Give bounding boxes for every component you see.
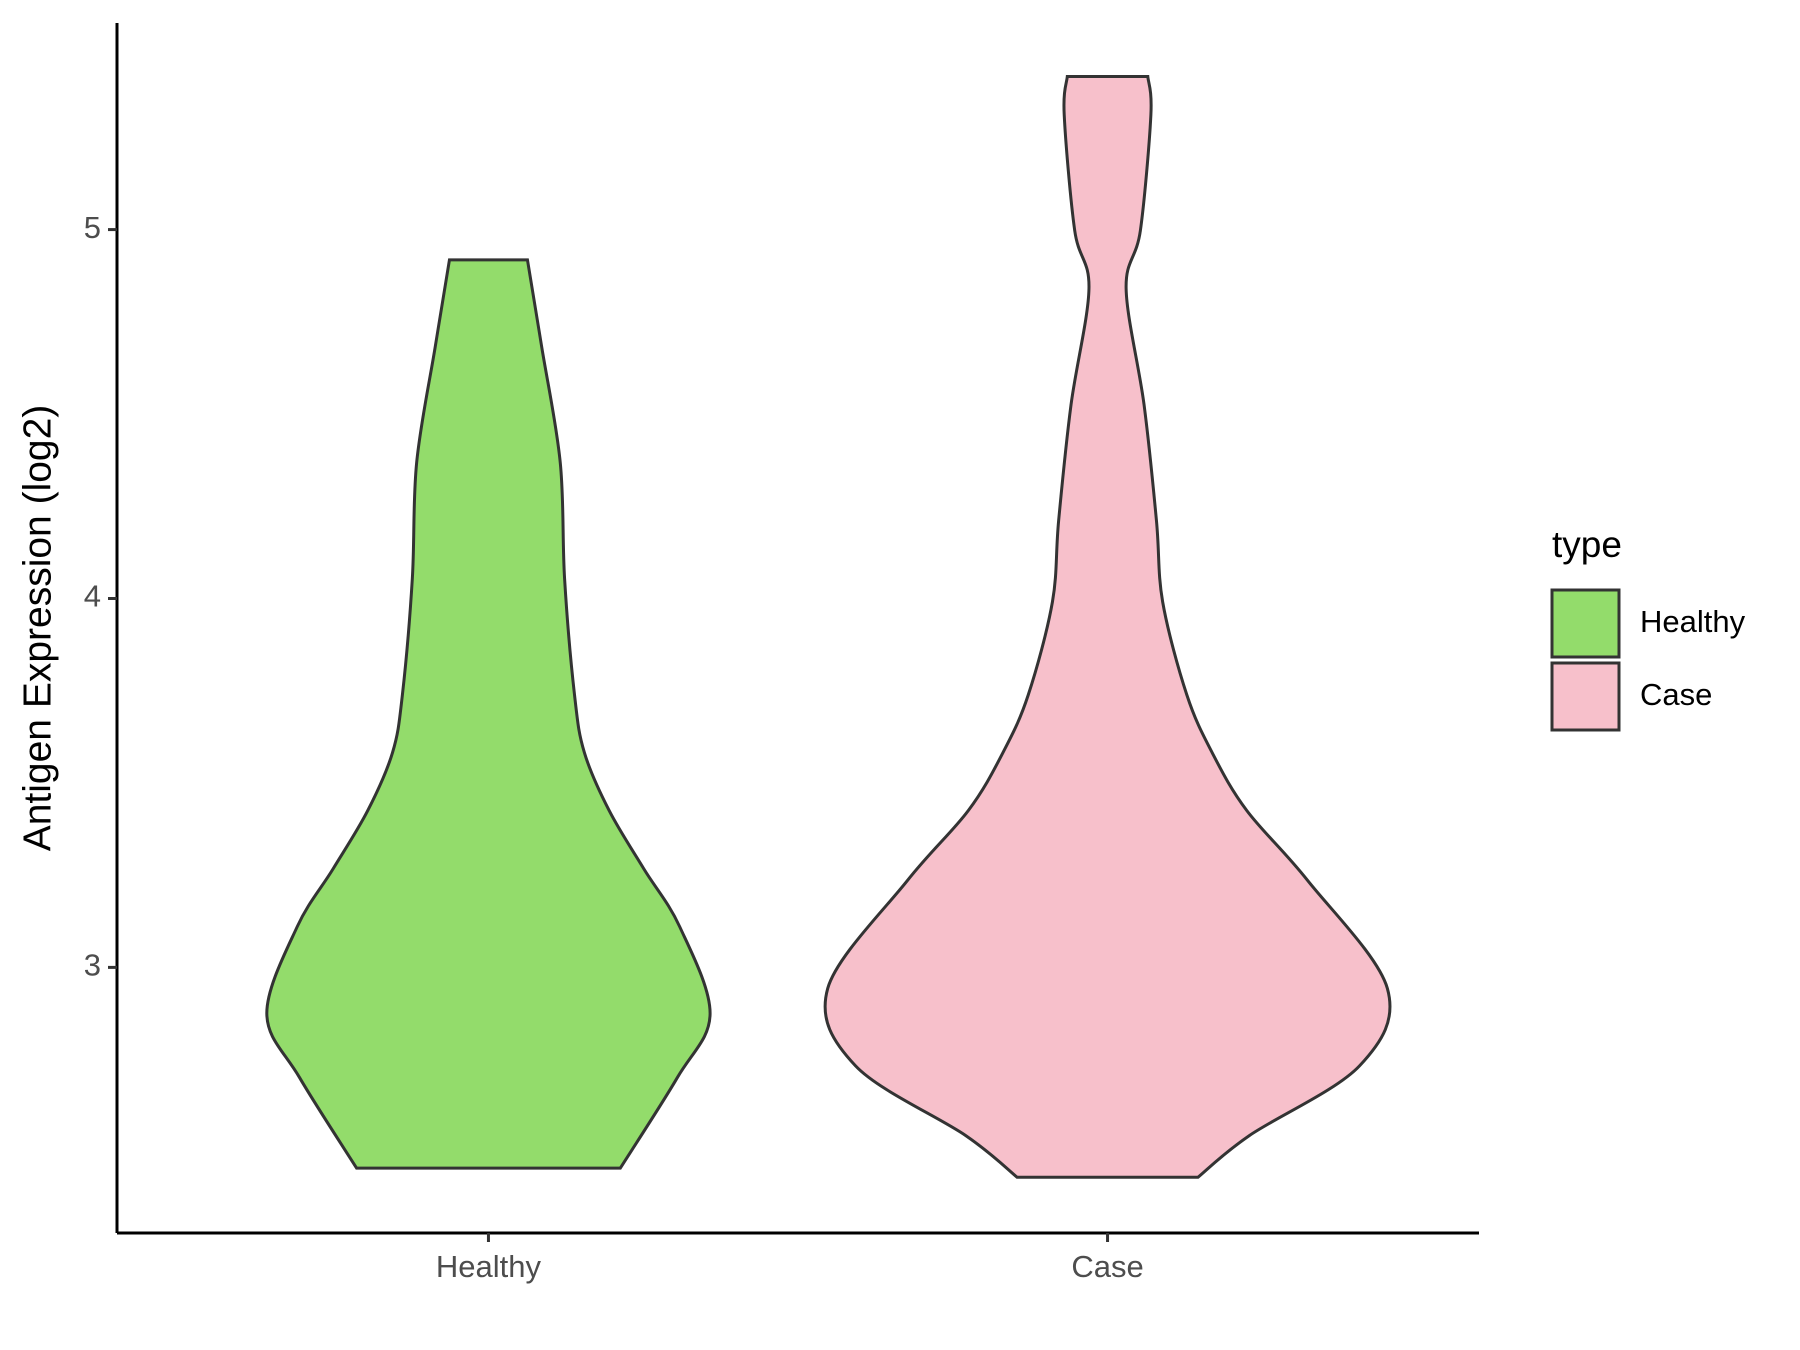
y-tick-label: 3 (84, 948, 101, 983)
x-tick-label: Case (1071, 1249, 1143, 1284)
legend-title: type (1552, 524, 1622, 565)
legend-label: Case (1640, 677, 1712, 712)
legend-swatch (1550, 661, 1621, 732)
violin (823, 74, 1392, 1179)
x-tick-label: Healthy (436, 1249, 542, 1284)
legend-label: Healthy (1640, 604, 1746, 639)
violin (265, 258, 712, 1170)
legend-swatch (1550, 588, 1621, 659)
y-tick-label: 5 (84, 210, 101, 245)
y-tick-label: 4 (84, 579, 101, 614)
y-axis-title: Antigen Expression (log2) (16, 405, 59, 852)
